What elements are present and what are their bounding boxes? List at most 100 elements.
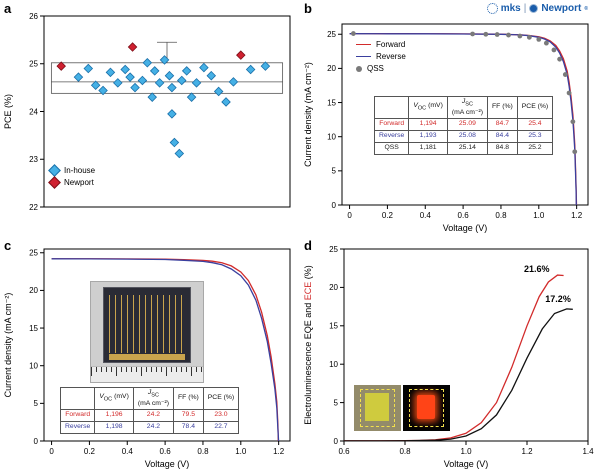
svg-text:0.8: 0.8	[197, 447, 209, 456]
logo-separator: |	[523, 3, 527, 14]
svg-text:0: 0	[334, 437, 339, 446]
legend-item-in-house: In-house	[48, 164, 95, 177]
svg-text:22: 22	[29, 203, 38, 212]
table-row-reverse: Reverse 1,198 24.2 78.4 22.7	[59, 421, 240, 434]
panel-b: b mks | Newport ® 0 0.2 0.4 0.6 0.8 1.0 1.2 0 5 10…	[300, 0, 600, 237]
svg-text:0.2: 0.2	[84, 447, 96, 456]
legend-item-reverse: Reverse	[356, 52, 406, 61]
pce-header: PCE (%)	[202, 386, 240, 411]
svg-text:0: 0	[49, 447, 54, 456]
table-row-forward: Forward 1,196 24.2 79.5 23.0	[59, 409, 240, 423]
mks-logo-text: mks	[500, 3, 521, 14]
electroluminescence-glow	[417, 395, 435, 419]
table-header-row: VOC (mV) JSC (mA cm⁻²) FF (%) PCE (%)	[59, 386, 240, 411]
roi-dashed-outline	[360, 389, 395, 427]
legend-label-qss: QSS	[367, 64, 384, 73]
module-busbar	[109, 353, 185, 360]
svg-text:0.6: 0.6	[338, 447, 350, 456]
qss-dot-icon	[356, 65, 362, 72]
table-header-row: VOC (mV) JSC (mA cm⁻²) FF (%) PCE (%)	[373, 95, 554, 120]
svg-text:1.2: 1.2	[521, 447, 533, 456]
svg-text:PCE (%): PCE (%)	[3, 94, 13, 129]
svg-text:17.2%: 17.2%	[545, 294, 571, 304]
jsc-header: JSC (mA cm⁻²)	[132, 386, 175, 411]
panel-label-c: c	[4, 238, 12, 253]
legend-panel-a: In-house Newport	[48, 164, 95, 189]
eqe-ece-chart: 0.6 0.8 1.0 1.2 1.4 0 5 10 15 20 25 21.6% 17.2% Volta…	[303, 245, 594, 469]
module-grid-lines	[109, 295, 185, 354]
svg-text:0.6: 0.6	[458, 211, 470, 220]
svg-text:21.6%: 21.6%	[524, 264, 550, 274]
legend-item-newport: Newport	[48, 176, 95, 189]
svg-text:1.0: 1.0	[235, 447, 247, 456]
in-house-diamond-icon	[48, 164, 61, 177]
svg-text:0: 0	[347, 211, 352, 220]
svg-text:0.4: 0.4	[122, 447, 134, 456]
svg-text:15: 15	[29, 324, 38, 333]
svg-text:25: 25	[29, 249, 38, 258]
svg-text:0.8: 0.8	[495, 211, 507, 220]
forward-line-icon	[356, 44, 371, 45]
svg-text:0.8: 0.8	[399, 447, 411, 456]
svg-text:25: 25	[329, 245, 338, 254]
svg-text:5: 5	[332, 167, 337, 176]
module-device	[103, 287, 191, 363]
svg-text:Current density (mA cm⁻²): Current density (mA cm⁻²)	[303, 62, 313, 167]
svg-text:Voltage (V): Voltage (V)	[145, 459, 190, 469]
panel-c: c 0 0.2 0.4 0.6 0.8 1.0 1.2 0 5 10 15 20 25 Voltage (…	[0, 237, 300, 475]
svg-text:1.4: 1.4	[582, 447, 594, 456]
svg-text:15: 15	[327, 98, 336, 107]
svg-text:0: 0	[332, 201, 337, 210]
ruler	[91, 366, 203, 382]
mks-icon	[486, 3, 498, 14]
ff-header: FF (%)	[173, 386, 204, 411]
table-row-qss: QSS 1,181 25.14 84.8 25.2	[373, 141, 554, 155]
voc-header: VOC (mV)	[94, 386, 134, 411]
svg-text:10: 10	[327, 132, 336, 141]
svg-text:10: 10	[29, 362, 38, 371]
svg-text:Electroluminescence EQE and EC: Electroluminescence EQE and ECE (%)	[303, 265, 313, 425]
svg-text:20: 20	[29, 286, 38, 295]
panel-label-d: d	[304, 238, 312, 253]
jv-parameters-table-c: VOC (mV) JSC (mA cm⁻²) FF (%) PCE (%) Forw…	[59, 386, 240, 434]
svg-text:1.2: 1.2	[273, 447, 285, 456]
newport-icon	[529, 4, 539, 13]
panel-label-a: a	[4, 1, 12, 16]
svg-text:0: 0	[34, 437, 39, 446]
table-row-reverse: Reverse 1,193 25.08 84.4 25.3	[373, 130, 554, 143]
certified-jv-chart: 0 0.2 0.4 0.6 0.8 1.0 1.2 0 5 10 15 20 25 Voltage (V)…	[303, 23, 589, 233]
svg-text:20: 20	[329, 283, 338, 292]
svg-text:0.6: 0.6	[160, 447, 172, 456]
panel-d: d 0.6 0.8 1.0 1.2 1.4 0 5 10 15 20 25 21.6% 17.2% Vol…	[300, 237, 600, 475]
legend-label-reverse: Reverse	[376, 52, 406, 61]
table-corner-cell	[59, 386, 96, 411]
panel-label-b: b	[304, 1, 312, 16]
svg-text:20: 20	[327, 64, 336, 73]
svg-text:10: 10	[329, 360, 338, 369]
svg-text:1.0: 1.0	[460, 447, 472, 456]
newport-logo-text: Newport	[541, 3, 582, 14]
svg-text:5: 5	[334, 398, 339, 407]
svg-text:Voltage (V): Voltage (V)	[444, 459, 489, 469]
legend-item-qss: QSS	[356, 64, 406, 73]
device-ambient-photo	[354, 385, 401, 431]
perovskite-film	[365, 393, 389, 421]
svg-text:0.4: 0.4	[420, 211, 432, 220]
svg-text:Current density (mA cm⁻²): Current density (mA cm⁻²)	[3, 293, 13, 398]
svg-text:25: 25	[29, 60, 38, 69]
pce-distribution-chart: 22 23 24 25 26 PCE (%)	[3, 12, 291, 212]
jv-parameters-table-b: VOC (mV) JSC (mA cm⁻²) FF (%) PCE (%) Forw…	[373, 95, 554, 155]
roi-dashed-outline	[409, 389, 444, 427]
svg-text:1.2: 1.2	[571, 211, 583, 220]
svg-text:0.2: 0.2	[382, 211, 394, 220]
table-row-forward: Forward 1,194 25.09 84.7 25.4	[373, 118, 554, 132]
svg-text:5: 5	[34, 399, 39, 408]
pce-header: PCE (%)	[516, 95, 554, 120]
svg-text:23: 23	[29, 155, 38, 164]
mks-newport-logo: mks | Newport ®	[486, 3, 588, 14]
jsc-header: JSC (mA cm⁻²)	[446, 95, 489, 120]
panel-a: a 22 23 24 25 26 PCE (%) In-house Newport	[0, 0, 300, 237]
module-jv-chart: 0 0.2 0.4 0.6 0.8 1.0 1.2 0 5 10 15 20 25 Voltage (V)…	[3, 248, 291, 469]
registered-mark: ®	[584, 5, 588, 12]
